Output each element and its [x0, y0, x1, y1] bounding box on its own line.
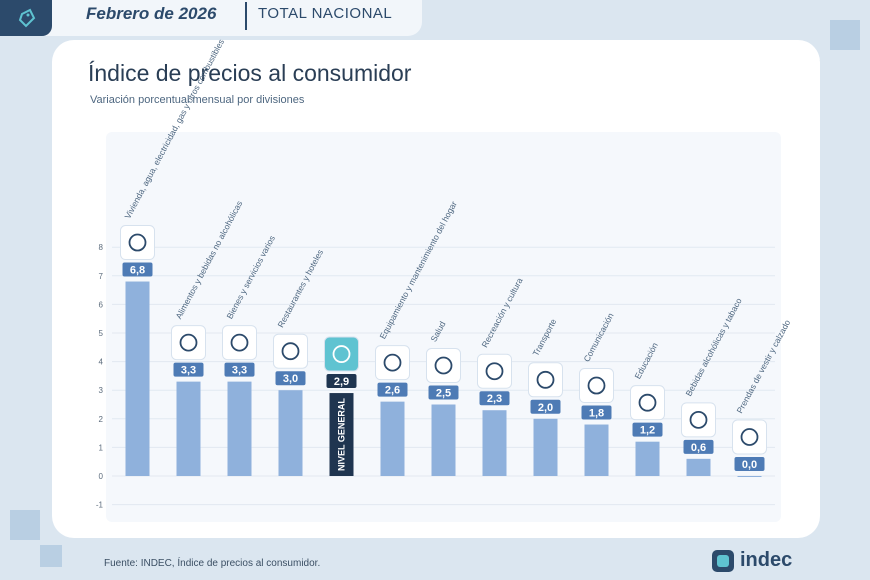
indec-logo: indec	[712, 548, 802, 574]
data-label-box	[683, 439, 714, 454]
y-tick-label: 0	[99, 472, 104, 481]
health-cross-icon-tile	[426, 348, 461, 383]
theater-masks-icon	[485, 362, 504, 381]
bar	[737, 476, 762, 477]
bar	[227, 381, 252, 476]
bar	[431, 404, 456, 476]
bar	[482, 410, 507, 476]
data-label-box	[581, 405, 612, 420]
tshirt-icon	[740, 428, 759, 446]
bar	[584, 424, 609, 476]
data-label: 3,0	[283, 373, 298, 385]
house-bolt-icon-tile	[120, 225, 155, 261]
bar	[125, 281, 150, 476]
data-label: 0,6	[691, 442, 706, 454]
header-separator	[245, 2, 247, 30]
data-label-box	[632, 422, 663, 437]
data-label-box	[275, 371, 306, 386]
data-label-box	[224, 362, 255, 377]
data-label: 0,0	[742, 459, 757, 471]
wifi-icon-tile	[579, 368, 614, 404]
y-tick-label: 6	[99, 300, 104, 309]
data-label: 2,6	[385, 385, 400, 397]
book-icon	[638, 393, 657, 412]
source-note: Fuente: INDEC, Índice de precios al cons…	[104, 558, 321, 569]
y-tick-label: 4	[99, 358, 104, 367]
y-tick-label: 7	[99, 272, 104, 281]
bar	[635, 441, 660, 476]
bar	[278, 390, 303, 476]
y-tick-label: 2	[99, 415, 104, 424]
header-date: Febrero de 2026	[86, 4, 217, 23]
bar	[686, 458, 711, 476]
y-tick-label: 5	[99, 329, 104, 338]
theater-masks-icon-tile	[477, 353, 512, 389]
groceries-icon-tile	[171, 325, 206, 361]
tag-icon	[0, 0, 52, 36]
background-pixel	[40, 545, 62, 567]
plot-area	[106, 132, 781, 522]
y-tick-label: 8	[99, 243, 104, 252]
y-tick-label: 3	[99, 386, 104, 395]
car-icon	[536, 370, 555, 389]
bottle-glass-icon	[689, 410, 708, 429]
wifi-icon	[587, 376, 606, 395]
data-label: 2,3	[487, 393, 502, 405]
indec-logo-icon	[712, 550, 734, 572]
bar	[329, 393, 354, 476]
highlight-bar-label: NIVEL GENERAL	[337, 398, 347, 471]
data-label: 3,3	[181, 365, 196, 377]
data-label-box	[377, 382, 408, 397]
data-label-box	[428, 385, 459, 400]
chart-title: Índice de precios al consumidor	[88, 60, 412, 86]
data-label: 1,2	[640, 425, 655, 437]
data-label-box	[479, 391, 510, 406]
header-bar: Febrero de 2026 TOTAL NACIONAL	[0, 0, 422, 36]
car-icon-tile	[528, 362, 563, 398]
data-label-box	[122, 262, 153, 277]
health-cross-icon	[434, 356, 453, 375]
tools-icon	[383, 353, 402, 372]
cleaning-products-icon	[230, 333, 249, 352]
restaurant-icon-tile	[273, 333, 308, 369]
y-tick-label: 1	[99, 443, 104, 452]
data-label: 1,8	[589, 408, 604, 420]
data-label: 2,5	[436, 388, 451, 400]
chart-subtitle: Variación porcentual mensual por divisio…	[90, 94, 305, 106]
data-label-box	[326, 374, 357, 389]
y-tick-label: -1	[96, 501, 104, 510]
cleaning-products-icon-tile	[222, 325, 257, 361]
data-label: 2,0	[538, 402, 553, 414]
bar	[176, 381, 201, 476]
house-bolt-icon	[128, 233, 147, 252]
data-label: 2,9	[334, 376, 349, 388]
restaurant-icon	[281, 342, 300, 361]
tools-icon-tile	[375, 345, 410, 381]
groceries-icon	[179, 333, 198, 352]
basket-icon	[332, 345, 351, 363]
bar	[380, 401, 405, 476]
tshirt-icon-tile	[732, 419, 767, 455]
header-scope: TOTAL NACIONAL	[258, 5, 393, 22]
background-pixel	[10, 510, 40, 540]
data-label: 6,8	[130, 265, 145, 277]
bottle-glass-icon-tile	[681, 402, 716, 438]
book-icon-tile	[630, 385, 665, 421]
data-label-box	[734, 457, 765, 471]
background-pixel	[830, 20, 860, 50]
data-label-box	[173, 362, 204, 377]
data-label: 3,3	[232, 365, 247, 377]
basket-icon-tile	[324, 336, 359, 372]
data-label-box	[530, 399, 561, 414]
bar	[533, 418, 558, 476]
indec-logo-text: indec	[740, 549, 793, 571]
